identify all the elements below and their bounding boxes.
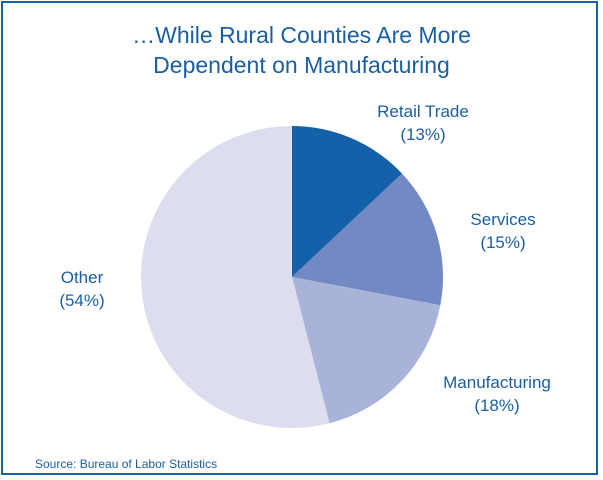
label-services-pct: (15%) <box>480 233 525 252</box>
pie-slice-retail-trade <box>292 126 403 277</box>
label-services: Services <box>470 210 535 229</box>
chart-title-line-2: Dependent on Manufacturing <box>153 52 450 78</box>
label-retail-trade-pct: (13%) <box>400 125 445 144</box>
pie-slice-other <box>140 126 330 428</box>
chart-title-line-1: …While Rural Counties Are More <box>132 22 471 48</box>
label-manufacturing: Manufacturing <box>443 373 551 392</box>
label-manufacturing-pct: (18%) <box>474 396 519 415</box>
source-note: Source: Bureau of Labor Statistics <box>35 457 218 471</box>
pie-slice-manufacturing <box>292 277 441 424</box>
label-retail-trade: Retail Trade <box>377 102 469 121</box>
label-other: Other <box>61 268 104 287</box>
chart-title: …While Rural Counties Are More Dependent… <box>0 20 603 80</box>
label-other-pct: (54%) <box>59 291 104 310</box>
pie-slice-services <box>292 173 444 306</box>
